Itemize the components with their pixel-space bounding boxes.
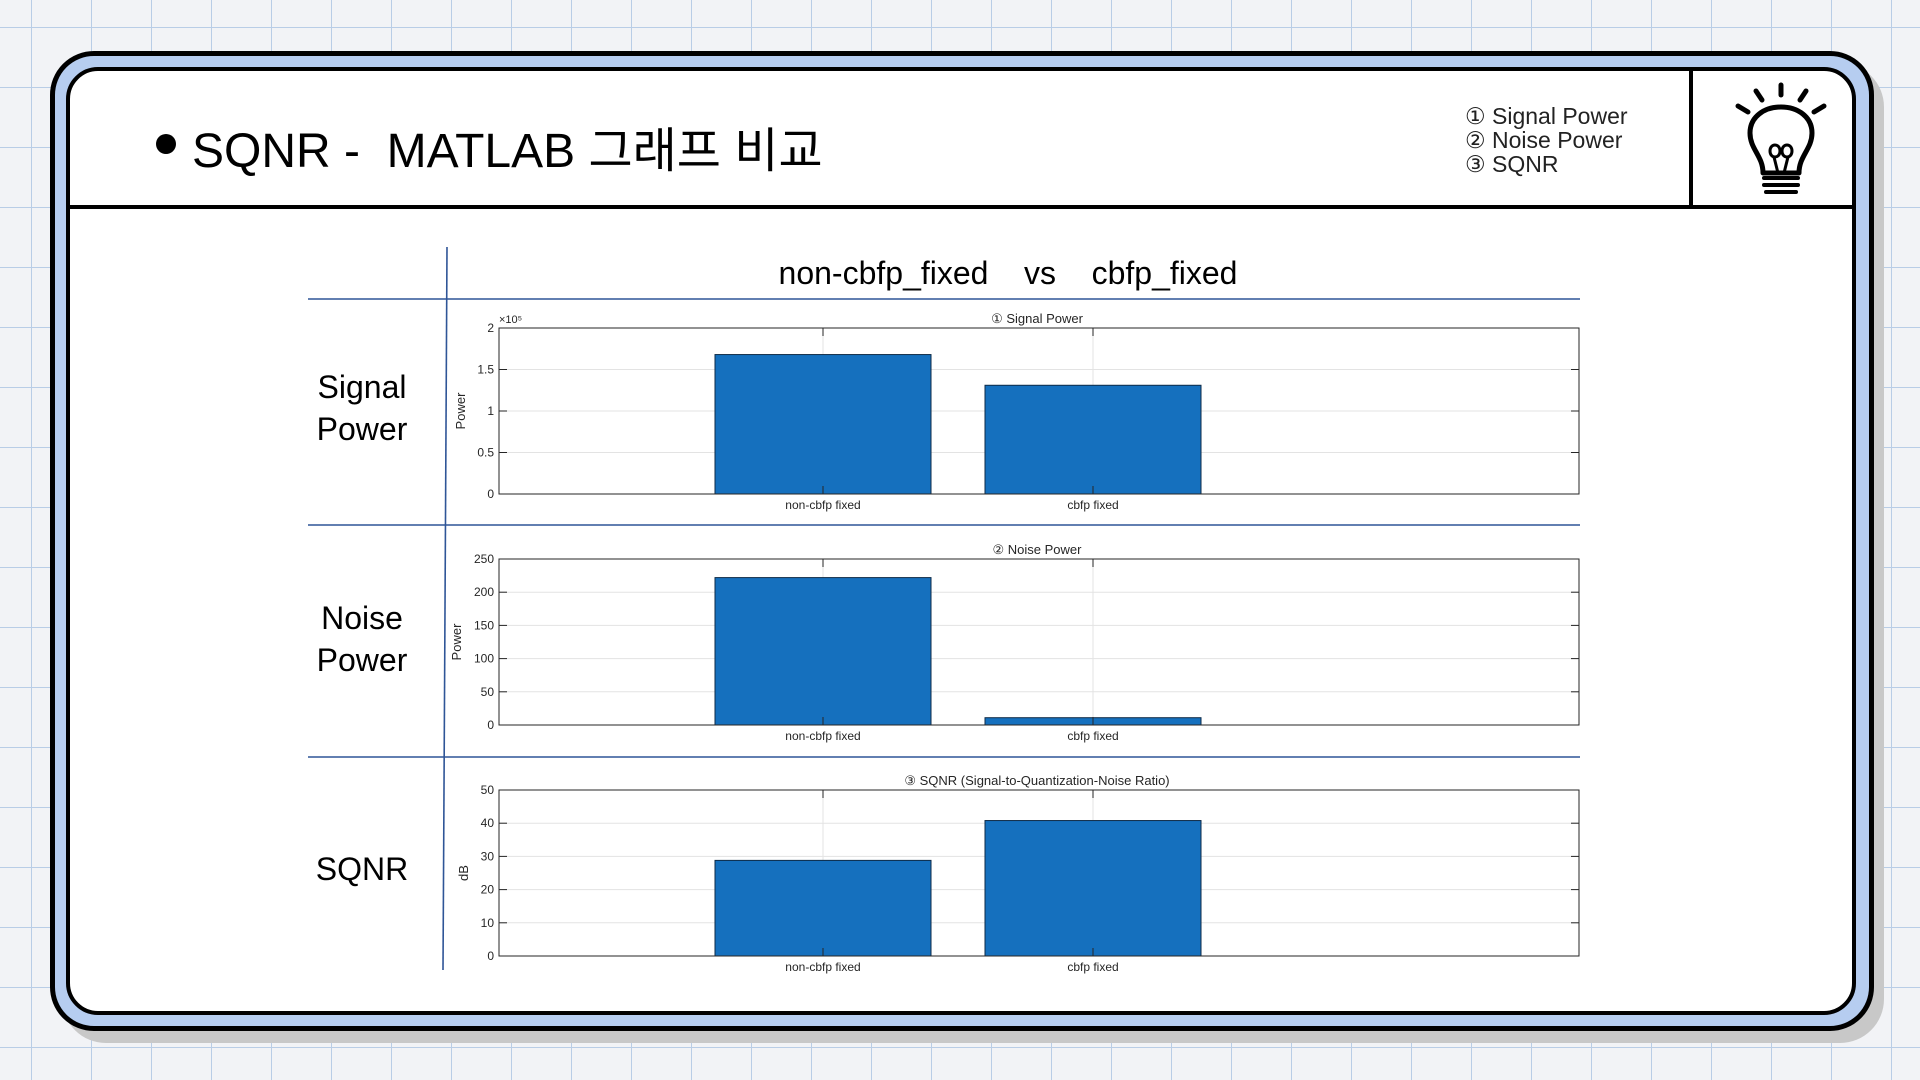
header-divider bbox=[70, 205, 1852, 209]
plot-title: ② Noise Power bbox=[993, 542, 1083, 557]
exponent-label: ×10⁵ bbox=[499, 314, 522, 326]
plot-title: ③ SQNR (Signal-to-Quantization-Noise Rat… bbox=[904, 773, 1169, 788]
row-labels: Signal Power Noise Power SQNR bbox=[316, 369, 408, 887]
plot-0: 0 0.5 1 1.5 2 non-cbfp fixed cbfp fixed ① Signa… bbox=[453, 311, 1580, 512]
axes-box bbox=[498, 558, 1580, 726]
y-tick-label: 20 bbox=[481, 883, 495, 897]
table-lines bbox=[308, 246, 1580, 971]
x-tick-label: non-cbfp fixed bbox=[785, 729, 860, 743]
bar-0 bbox=[714, 354, 932, 495]
row-label-2-0: SQNR bbox=[316, 851, 408, 887]
plot-1: 0 50 100 150 200 250 non-cbfp fixed cbfp fixed ②… bbox=[449, 542, 1580, 743]
row-label-0-1: Power bbox=[317, 411, 408, 447]
title-bullet bbox=[156, 134, 176, 154]
y-tick-label: 250 bbox=[474, 552, 494, 566]
legend-item-noise-power: ② Noise Power bbox=[1465, 127, 1623, 153]
y-tick-label: 150 bbox=[474, 618, 494, 632]
x-tick-label: cbfp fixed bbox=[1067, 960, 1118, 974]
legend-item-sqnr: ③ SQNR bbox=[1465, 151, 1559, 177]
y-tick-label: 50 bbox=[481, 783, 495, 797]
bar-0 bbox=[714, 577, 932, 726]
y-tick-label: 10 bbox=[481, 916, 495, 930]
y-tick-label: 2 bbox=[487, 321, 494, 335]
plots: 0 0.5 1 1.5 2 non-cbfp fixed cbfp fixed ① Signa… bbox=[449, 311, 1580, 974]
header-vertical-divider bbox=[1689, 71, 1693, 209]
x-tick-label: non-cbfp fixed bbox=[785, 498, 860, 512]
lightbulb-icon bbox=[1735, 82, 1827, 194]
legend-list: ① Signal Power ② Noise Power ③ SQNR bbox=[1465, 104, 1628, 176]
bar-1 bbox=[984, 384, 1202, 495]
x-tick-label: non-cbfp fixed bbox=[785, 960, 860, 974]
x-tick-label: cbfp fixed bbox=[1067, 729, 1118, 743]
bar-1 bbox=[984, 820, 1202, 957]
y-axis-label: Power bbox=[453, 392, 468, 430]
y-tick-label: 40 bbox=[481, 816, 495, 830]
x-tick-label: cbfp fixed bbox=[1067, 498, 1118, 512]
axes-box bbox=[498, 789, 1580, 957]
table-vertical-line bbox=[442, 246, 448, 971]
y-tick-label: 1.5 bbox=[477, 363, 494, 377]
y-axis-label: dB bbox=[456, 865, 471, 881]
y-tick-label: 0 bbox=[487, 487, 494, 501]
y-tick-label: 200 bbox=[474, 585, 494, 599]
y-tick-label: 1 bbox=[487, 404, 494, 418]
bar-0 bbox=[714, 859, 932, 957]
row-label-0-0: Signal bbox=[318, 369, 407, 405]
y-tick-label: 0.5 bbox=[477, 446, 494, 460]
comparison-header: non-cbfp_fixed vs cbfp_fixed bbox=[779, 255, 1238, 291]
legend-item-signal-power: ① Signal Power bbox=[1465, 103, 1628, 129]
y-tick-label: 100 bbox=[474, 652, 494, 666]
y-tick-label: 30 bbox=[481, 849, 495, 863]
row-label-1-1: Power bbox=[317, 642, 408, 678]
plot-2: 0 10 20 30 40 50 non-cbfp fixed cbfp fixed ③ SQN… bbox=[456, 773, 1580, 974]
y-tick-label: 0 bbox=[487, 718, 494, 732]
plot-title: ① Signal Power bbox=[991, 311, 1084, 326]
y-axis-label: Power bbox=[449, 623, 464, 661]
slide-title: SQNR - MATLAB 그래프 비교 bbox=[192, 125, 823, 178]
row-label-1-0: Noise bbox=[321, 600, 403, 636]
y-tick-label: 0 bbox=[487, 949, 494, 963]
y-tick-label: 50 bbox=[481, 685, 495, 699]
plot-area bbox=[499, 559, 1579, 725]
